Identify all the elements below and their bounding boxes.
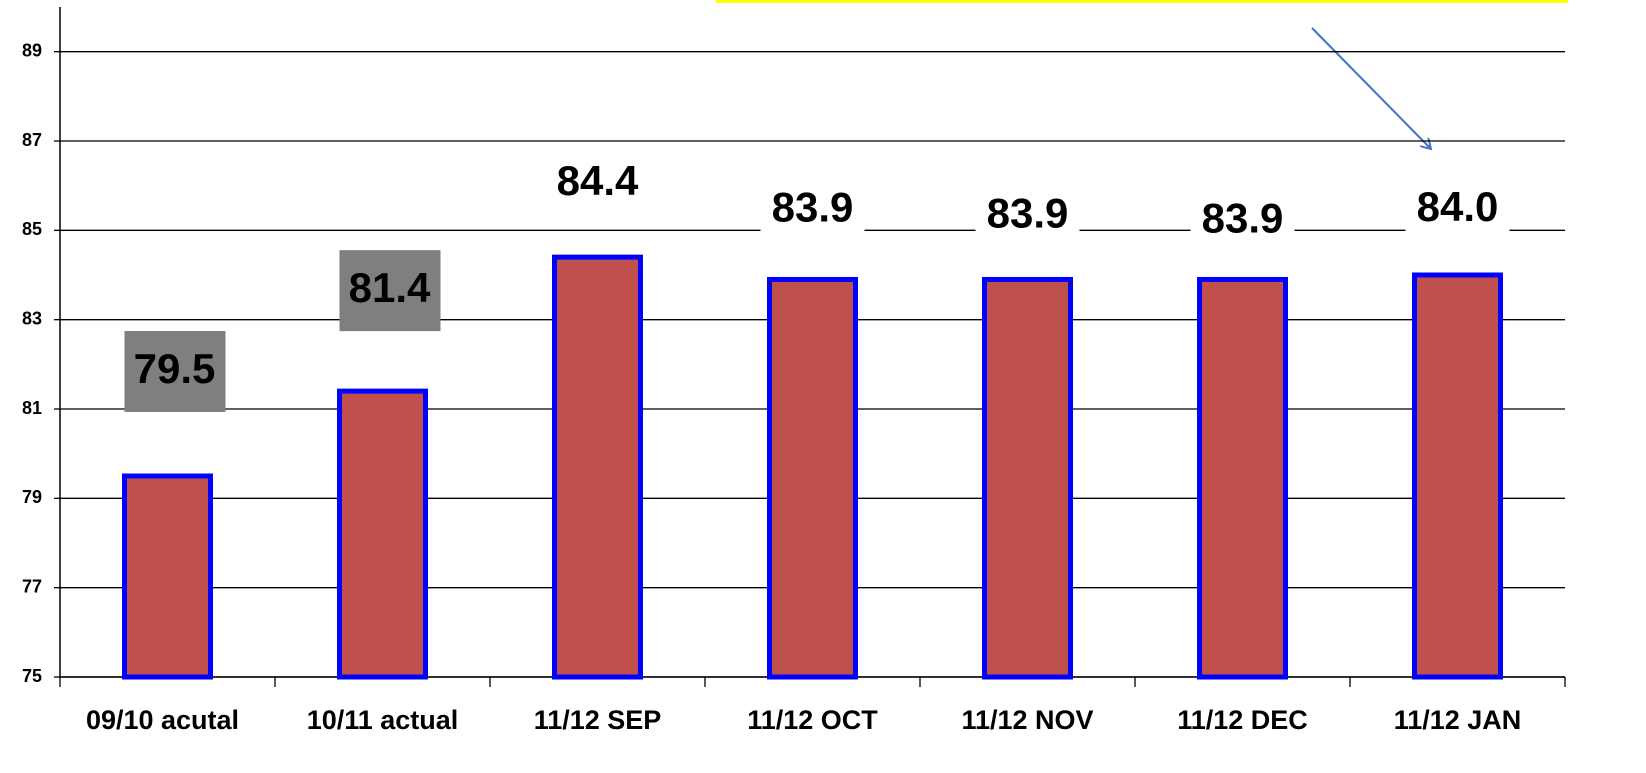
y-tick-label: 87 [22, 130, 42, 150]
label-box [124, 331, 226, 412]
x-tick-label: 11/12 OCT [747, 705, 878, 735]
bar [122, 473, 213, 680]
y-tick-label: 83 [22, 308, 42, 328]
label-box [339, 250, 441, 332]
label-bg [545, 159, 650, 210]
label-bg [760, 185, 865, 236]
bar [1197, 276, 1288, 680]
y-tick-label: 81 [22, 398, 42, 418]
x-tick-label: 10/11 actual [307, 705, 459, 735]
x-tick-label: 11/12 SEP [534, 705, 662, 735]
bar [337, 388, 428, 680]
data-label: 83.9 [772, 184, 854, 231]
label-bg [975, 191, 1080, 242]
data-label: 81.4 [349, 264, 431, 311]
data-label: 83.9 [1202, 195, 1284, 242]
x-tick-label: 09/10 acutal [86, 705, 239, 735]
x-tick-label: 11/12 NOV [961, 705, 1093, 735]
data-label: 79.5 [134, 345, 216, 392]
bar [1412, 272, 1503, 680]
x-tick-label: 11/12 DEC [1177, 705, 1308, 735]
label-bg [1405, 185, 1510, 235]
label-bg [1190, 196, 1295, 247]
x-tick-label: 11/12 JAN [1394, 705, 1522, 735]
arrow [1311, 27, 1431, 149]
y-tick-label: 89 [22, 40, 42, 60]
y-tick-label: 75 [22, 666, 42, 686]
y-tick-label: 79 [22, 487, 42, 507]
highlight-strip [716, 0, 1568, 3]
bar [982, 276, 1073, 680]
data-label: 84.4 [557, 157, 639, 204]
bar [552, 254, 643, 680]
data-label: 83.9 [987, 190, 1069, 237]
bar [767, 276, 858, 680]
y-tick-label: 77 [22, 576, 42, 596]
data-label: 84.0 [1417, 183, 1499, 230]
y-tick-label: 85 [22, 219, 42, 239]
